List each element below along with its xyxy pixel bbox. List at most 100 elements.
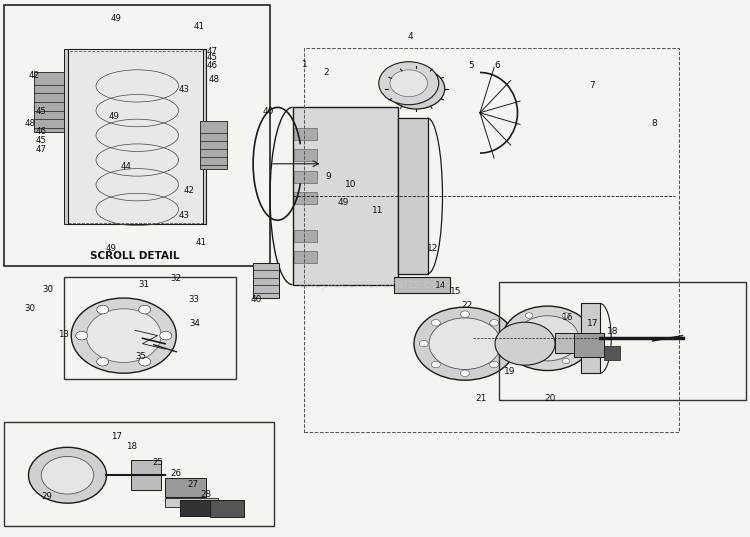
Text: 35: 35	[136, 352, 146, 360]
Text: 45: 45	[36, 107, 46, 115]
Circle shape	[28, 447, 106, 503]
Text: 34: 34	[190, 320, 200, 328]
Bar	[555, 333, 574, 353]
Text: 30: 30	[43, 286, 53, 294]
Bar	[64, 49, 68, 224]
Text: 8: 8	[652, 119, 658, 128]
Text: 49: 49	[111, 14, 122, 23]
Bar	[131, 460, 161, 490]
Circle shape	[460, 370, 470, 376]
Bar	[574, 333, 604, 357]
Bar	[294, 230, 316, 242]
Bar	[294, 171, 316, 183]
Text: 40: 40	[262, 107, 274, 115]
Circle shape	[97, 306, 109, 314]
Circle shape	[76, 331, 88, 340]
Text: 17: 17	[111, 432, 122, 440]
Text: 2: 2	[323, 68, 329, 77]
Circle shape	[379, 62, 439, 105]
Circle shape	[431, 361, 440, 368]
Bar	[292, 107, 398, 285]
Text: 25: 25	[152, 459, 163, 467]
Bar	[165, 498, 218, 507]
Bar	[499, 282, 746, 400]
Text: 44: 44	[121, 162, 131, 171]
Text: SCROLL DETAIL: SCROLL DETAIL	[90, 251, 180, 261]
Text: 13: 13	[58, 330, 69, 338]
Bar	[165, 478, 206, 497]
Text: 11: 11	[371, 206, 383, 215]
Circle shape	[139, 306, 151, 314]
Bar	[394, 277, 450, 293]
Text: 9: 9	[325, 172, 331, 180]
Circle shape	[429, 318, 501, 369]
Circle shape	[41, 456, 94, 494]
Circle shape	[562, 313, 570, 318]
Text: 49: 49	[109, 112, 119, 121]
Text: 33: 33	[188, 295, 199, 304]
Circle shape	[507, 336, 515, 341]
Circle shape	[431, 320, 440, 326]
Circle shape	[86, 309, 161, 362]
Circle shape	[490, 320, 499, 326]
Text: 46: 46	[36, 127, 46, 136]
Bar	[581, 303, 600, 373]
Text: 48: 48	[209, 75, 219, 84]
Text: 18: 18	[607, 328, 619, 336]
Text: 47: 47	[207, 47, 218, 55]
Bar	[68, 49, 206, 224]
Text: 16: 16	[562, 314, 574, 322]
Circle shape	[388, 68, 445, 109]
Text: 28: 28	[201, 490, 211, 498]
Text: 5: 5	[468, 61, 474, 70]
Text: 46: 46	[207, 61, 218, 70]
Circle shape	[390, 70, 427, 97]
Circle shape	[139, 357, 151, 366]
Circle shape	[419, 340, 428, 347]
Circle shape	[490, 361, 499, 368]
Text: 42: 42	[184, 186, 194, 195]
Text: 49: 49	[106, 244, 116, 252]
Text: 40: 40	[251, 295, 262, 303]
Circle shape	[580, 336, 588, 341]
Text: 27: 27	[188, 480, 198, 489]
Text: 31: 31	[139, 280, 149, 289]
Circle shape	[516, 316, 579, 361]
Text: 42: 42	[28, 71, 39, 79]
Bar	[4, 5, 270, 266]
Bar	[253, 263, 279, 298]
Bar	[200, 121, 226, 169]
Circle shape	[160, 331, 172, 340]
Circle shape	[97, 357, 109, 366]
Bar	[398, 118, 427, 274]
Bar	[202, 49, 206, 224]
Bar	[210, 500, 244, 517]
Text: 43: 43	[178, 85, 189, 94]
Bar	[64, 277, 236, 379]
Circle shape	[502, 340, 511, 347]
Bar	[604, 346, 620, 360]
Bar	[304, 48, 679, 432]
Text: 10: 10	[344, 180, 356, 188]
Bar	[180, 500, 210, 516]
Text: 17: 17	[586, 319, 598, 328]
Text: 30: 30	[25, 304, 35, 313]
Text: 1: 1	[302, 60, 308, 69]
Text: 7: 7	[590, 82, 596, 90]
Bar	[294, 149, 316, 161]
Text: 45: 45	[207, 54, 218, 62]
Bar	[68, 51, 203, 223]
Circle shape	[525, 358, 532, 364]
Circle shape	[71, 298, 176, 373]
Bar	[294, 251, 316, 263]
Text: 41: 41	[196, 238, 206, 247]
Circle shape	[414, 307, 516, 380]
Bar	[294, 192, 316, 204]
Text: 12: 12	[427, 244, 439, 252]
Text: 14: 14	[434, 281, 446, 290]
Circle shape	[460, 311, 470, 317]
Text: 26: 26	[171, 469, 182, 478]
Circle shape	[495, 322, 555, 365]
Text: 45: 45	[36, 136, 46, 145]
Circle shape	[525, 313, 532, 318]
